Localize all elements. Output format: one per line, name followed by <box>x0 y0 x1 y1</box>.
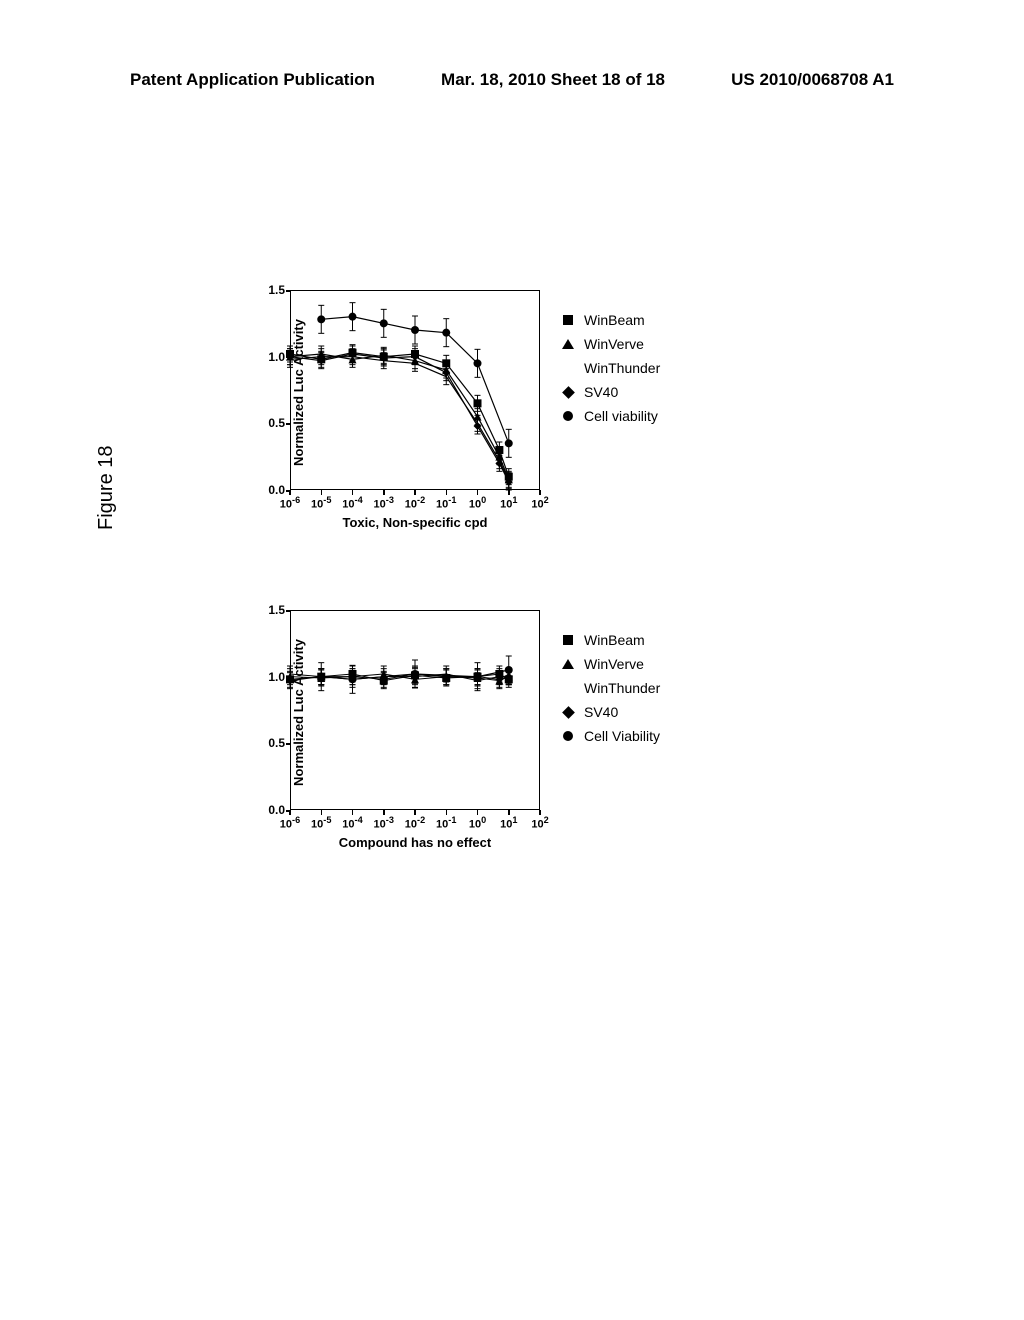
x-tick: 10-1 <box>436 815 456 831</box>
y-tick: 0.5 <box>260 416 285 430</box>
x-axis-label-top: Toxic, Non-specific cpd <box>290 515 540 530</box>
header-left: Patent Application Publication <box>130 70 375 90</box>
y-tick-mark <box>286 610 291 612</box>
legend-item: WinThunder <box>560 678 660 698</box>
legend-item: WinBeam <box>560 630 660 650</box>
y-tick: 1.5 <box>260 283 285 297</box>
legend-label: Cell Viability <box>584 728 660 744</box>
x-tick-mark <box>414 490 416 495</box>
x-tick: 10-5 <box>311 815 331 831</box>
x-tick: 10-2 <box>405 815 425 831</box>
circle-icon <box>560 408 576 424</box>
chart-area: Normalized Luc Activity Toxic, Non-speci… <box>230 280 710 930</box>
x-tick-mark <box>383 810 385 815</box>
x-tick: 10-4 <box>342 815 362 831</box>
legend-item: Cell viability <box>560 406 660 426</box>
x-tick: 100 <box>469 495 486 511</box>
chart-bottom: Normalized Luc Activity Compound has no … <box>230 600 550 860</box>
figure-label: Figure 18 <box>95 446 118 531</box>
diamond-icon <box>560 384 576 400</box>
legend-label: Cell viability <box>584 408 658 424</box>
legend-bottom: WinBeam WinVerve WinThunder SV40 Cell Viabil… <box>560 630 660 750</box>
legend-label: WinBeam <box>584 312 645 328</box>
none-icon <box>560 360 576 376</box>
legend-label: SV40 <box>584 384 618 400</box>
x-tick: 10-3 <box>374 815 394 831</box>
legend-item: WinVerve <box>560 654 660 674</box>
x-tick: 10-1 <box>436 495 456 511</box>
x-tick-mark <box>477 810 479 815</box>
x-tick-mark <box>352 490 354 495</box>
x-tick-mark <box>289 490 291 495</box>
x-tick-mark <box>414 810 416 815</box>
diamond-icon <box>560 704 576 720</box>
x-tick-mark <box>539 810 541 815</box>
legend-label: SV40 <box>584 704 618 720</box>
legend-item: WinVerve <box>560 334 660 354</box>
x-tick-mark <box>539 490 541 495</box>
x-tick: 10-6 <box>280 815 300 831</box>
x-tick: 10-5 <box>311 495 331 511</box>
plot-svg-bottom <box>290 610 540 810</box>
x-tick: 10-6 <box>280 495 300 511</box>
legend-item: WinThunder <box>560 358 660 378</box>
x-tick: 10-4 <box>342 495 362 511</box>
square-icon <box>560 312 576 328</box>
x-tick-mark <box>383 490 385 495</box>
x-tick-mark <box>508 490 510 495</box>
legend-label: WinVerve <box>584 656 644 672</box>
x-tick: 102 <box>531 495 548 511</box>
y-tick-mark <box>286 423 291 425</box>
square-icon <box>560 632 576 648</box>
x-tick: 100 <box>469 815 486 831</box>
x-tick-mark <box>446 490 448 495</box>
y-tick-mark <box>286 677 291 679</box>
header-center: Mar. 18, 2010 Sheet 18 of 18 <box>441 70 665 90</box>
legend-item: Cell Viability <box>560 726 660 746</box>
x-tick-mark <box>477 490 479 495</box>
header-right: US 2010/0068708 A1 <box>731 70 894 90</box>
y-tick: 1.0 <box>260 670 285 684</box>
x-tick: 101 <box>500 495 517 511</box>
y-tick-mark <box>286 357 291 359</box>
y-tick-mark <box>286 290 291 292</box>
x-tick: 10-3 <box>374 495 394 511</box>
legend-item: WinBeam <box>560 310 660 330</box>
x-tick: 101 <box>500 815 517 831</box>
x-tick-mark <box>321 490 323 495</box>
x-tick-mark <box>508 810 510 815</box>
legend-item: SV40 <box>560 382 660 402</box>
x-tick: 10-2 <box>405 495 425 511</box>
y-tick: 1.0 <box>260 350 285 364</box>
triangle-icon <box>560 656 576 672</box>
chart-top: Normalized Luc Activity Toxic, Non-speci… <box>230 280 550 540</box>
y-tick: 0.5 <box>260 736 285 750</box>
x-tick-mark <box>289 810 291 815</box>
none-icon <box>560 680 576 696</box>
x-tick-mark <box>352 810 354 815</box>
legend-label: WinBeam <box>584 632 645 648</box>
x-axis-label-bottom: Compound has no effect <box>290 835 540 850</box>
circle-icon <box>560 728 576 744</box>
plot-svg-top <box>290 290 540 490</box>
legend-label: WinVerve <box>584 336 644 352</box>
legend-label: WinThunder <box>584 680 660 696</box>
legend-top: WinBeam WinVerve WinThunder SV40 Cell viabil… <box>560 310 660 430</box>
x-tick-mark <box>321 810 323 815</box>
legend-label: WinThunder <box>584 360 660 376</box>
y-tick-mark <box>286 743 291 745</box>
x-tick: 102 <box>531 815 548 831</box>
x-tick-mark <box>446 810 448 815</box>
y-tick: 1.5 <box>260 603 285 617</box>
triangle-icon <box>560 336 576 352</box>
legend-item: SV40 <box>560 702 660 722</box>
